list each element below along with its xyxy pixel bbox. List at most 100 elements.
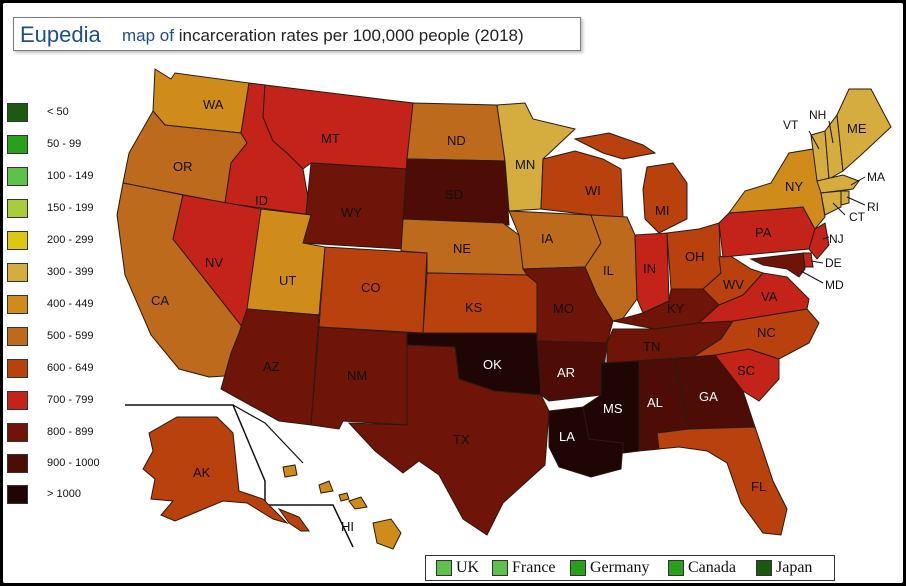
leader-DE bbox=[810, 260, 824, 264]
state-WV[interactable] bbox=[702, 254, 764, 306]
label-NM: NM bbox=[347, 368, 367, 383]
state-SD[interactable] bbox=[402, 158, 510, 226]
label-MD: MD bbox=[825, 278, 844, 292]
legend-label: > 1000 bbox=[47, 488, 81, 500]
state-HI-kauai[interactable] bbox=[282, 464, 298, 478]
comparison-label: Japan bbox=[776, 559, 813, 576]
state-FL[interactable] bbox=[656, 426, 788, 536]
legend-swatch bbox=[7, 199, 28, 218]
label-WI: WI bbox=[585, 183, 601, 198]
legend-label: 400 - 449 bbox=[47, 298, 94, 310]
legend-item: 900 - 1000 bbox=[7, 454, 117, 474]
state-RI[interactable] bbox=[840, 190, 850, 206]
label-OK: OK bbox=[483, 357, 502, 372]
label-SD: SD bbox=[445, 187, 463, 202]
label-KY: KY bbox=[667, 301, 685, 316]
state-HI-molokai[interactable] bbox=[338, 492, 350, 502]
state-AK-islands bbox=[277, 507, 310, 532]
legend-item: 400 - 449 bbox=[7, 295, 117, 315]
label-NE: NE bbox=[453, 241, 471, 256]
legend-label: 50 - 99 bbox=[47, 138, 82, 150]
label-NJ: NJ bbox=[829, 232, 844, 246]
state-CT[interactable] bbox=[820, 190, 842, 216]
state-MI-upper[interactable] bbox=[573, 132, 657, 160]
label-MS: MS bbox=[603, 401, 623, 416]
legend-swatch bbox=[7, 263, 28, 282]
state-ND[interactable] bbox=[406, 102, 506, 162]
label-VA: VA bbox=[761, 289, 778, 304]
legend-item: 700 - 799 bbox=[7, 391, 117, 411]
leader-CT bbox=[832, 202, 846, 216]
label-DE: DE bbox=[825, 256, 842, 270]
map-frame: Eupedia map of incarceration rates per 1… bbox=[3, 3, 903, 583]
comparison-label: Canada bbox=[688, 559, 736, 576]
leader-MD bbox=[800, 270, 824, 284]
label-AZ: AZ bbox=[263, 359, 280, 374]
comparison-swatch bbox=[668, 560, 684, 576]
legend-swatch bbox=[7, 454, 28, 473]
legend-swatch bbox=[7, 359, 28, 378]
label-PA: PA bbox=[755, 225, 772, 240]
label-CT: CT bbox=[849, 210, 866, 224]
label-UT: UT bbox=[279, 273, 296, 288]
legend-swatch bbox=[7, 295, 28, 314]
country-comparison-legend: UK France Germany Canada Japan bbox=[425, 555, 835, 581]
leader-NJ bbox=[822, 236, 830, 240]
state-NJ[interactable] bbox=[808, 222, 830, 260]
legend-item: 200 - 299 bbox=[7, 231, 117, 251]
label-IL: IL bbox=[603, 263, 614, 278]
state-AR[interactable] bbox=[536, 340, 608, 402]
legend-item: > 1000 bbox=[7, 485, 117, 505]
label-WY: WY bbox=[341, 205, 362, 220]
legend-swatch bbox=[7, 231, 28, 250]
legend-swatch bbox=[7, 391, 28, 410]
label-NH: NH bbox=[809, 108, 826, 122]
label-ME: ME bbox=[847, 121, 867, 136]
comparison-swatch bbox=[570, 560, 586, 576]
legend-label: 700 - 799 bbox=[47, 394, 94, 406]
legend-swatch bbox=[7, 135, 28, 154]
state-HI-oahu[interactable] bbox=[318, 480, 334, 494]
state-NC[interactable] bbox=[692, 308, 820, 360]
state-HI-big[interactable] bbox=[372, 518, 402, 550]
legend-item: 150 - 199 bbox=[7, 199, 117, 219]
state-WA[interactable] bbox=[152, 68, 250, 134]
label-WA: WA bbox=[203, 97, 224, 112]
label-KS: KS bbox=[465, 300, 483, 315]
label-GA: GA bbox=[699, 389, 718, 404]
label-OR: OR bbox=[173, 159, 193, 174]
state-ME[interactable] bbox=[836, 88, 892, 173]
label-NC: NC bbox=[757, 325, 776, 340]
label-IA: IA bbox=[541, 231, 554, 246]
state-AZ[interactable] bbox=[220, 308, 320, 426]
legend-item: 300 - 399 bbox=[7, 263, 117, 283]
label-TX: TX bbox=[453, 432, 470, 447]
state-HI-maui[interactable] bbox=[348, 496, 368, 510]
comparison-swatch bbox=[756, 560, 772, 576]
state-MA[interactable] bbox=[816, 174, 860, 194]
state-AK[interactable] bbox=[142, 416, 289, 525]
leader-MA bbox=[850, 176, 866, 186]
label-MT: MT bbox=[321, 131, 340, 146]
legend-label: 150 - 199 bbox=[47, 202, 94, 214]
comparison-swatch bbox=[492, 560, 508, 576]
us-map: WA OR CA ID NV MT WY UT AZ CO NM ND SD N… bbox=[116, 68, 892, 550]
brand-logo-text: Eupedia bbox=[20, 22, 101, 47]
legend-swatch bbox=[7, 327, 28, 346]
legend-swatch bbox=[7, 423, 28, 442]
inset-divider-line-2 bbox=[232, 404, 304, 464]
title-prefix: map of bbox=[122, 26, 174, 45]
label-HI: HI bbox=[341, 519, 354, 534]
label-TN: TN bbox=[643, 339, 660, 354]
legend-item: 600 - 649 bbox=[7, 359, 117, 379]
state-MI[interactable] bbox=[642, 162, 688, 234]
legend-item: 100 - 149 bbox=[7, 167, 117, 187]
label-NV: NV bbox=[205, 255, 223, 270]
title-subject: incarceration rates per 100,000 people (… bbox=[178, 26, 524, 45]
state-MD[interactable] bbox=[749, 252, 806, 278]
state-TX[interactable] bbox=[347, 344, 550, 536]
label-MO: MO bbox=[553, 301, 574, 316]
state-IA[interactable] bbox=[508, 210, 602, 270]
comparison-label: UK bbox=[456, 559, 480, 576]
legend-label: 500 - 599 bbox=[47, 330, 94, 342]
